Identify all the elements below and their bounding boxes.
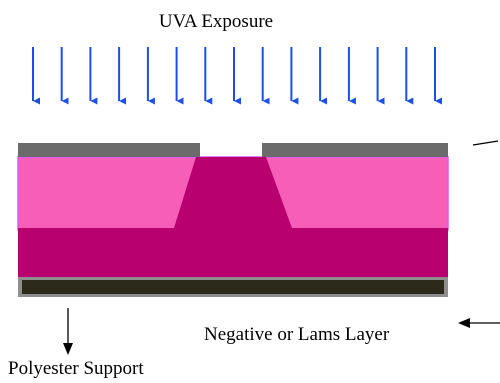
mask-layer-right — [262, 143, 448, 157]
mask-layer-left — [18, 143, 200, 157]
negative-layer-label: Negative or Lams Layer — [204, 324, 390, 345]
polyester-support-sheet — [22, 280, 444, 294]
mask-pointer-line — [472, 140, 499, 146]
uv-arrow-group — [32, 47, 442, 105]
negative-layer-arrowhead — [458, 318, 470, 328]
exposed-photopolymer-region — [18, 157, 448, 277]
uva-exposure-label: UVA Exposure — [159, 11, 273, 32]
polyester-support-label: Polyester Support — [8, 358, 144, 379]
polyester-support-arrowhead — [63, 343, 73, 355]
